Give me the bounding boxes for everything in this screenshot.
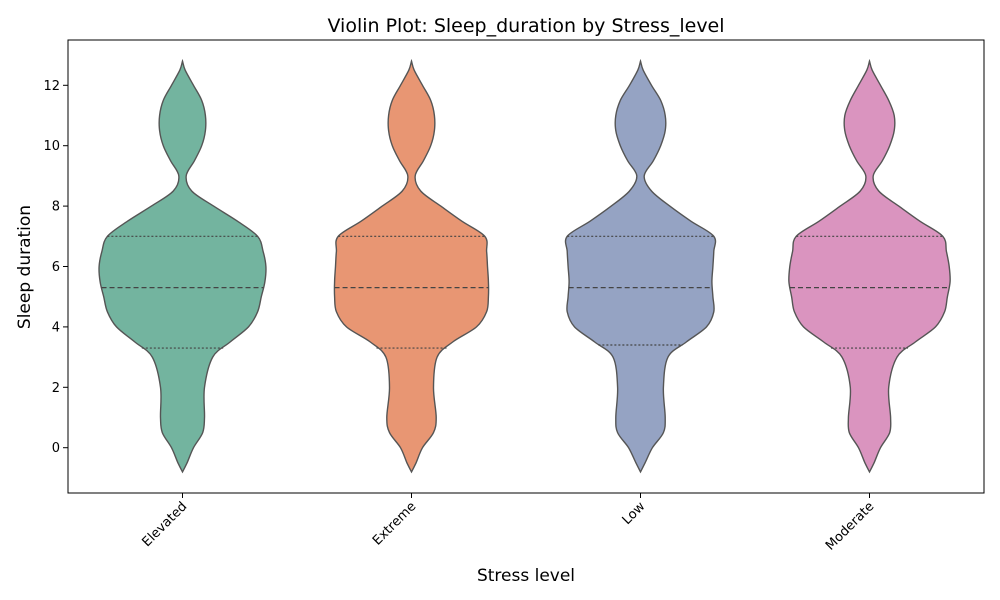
y-tick-label: 2: [52, 381, 60, 396]
y-tick-label: 10: [43, 139, 60, 154]
y-tick-label: 8: [52, 200, 60, 215]
y-axis: 0 2 4 6 8 10 12: [43, 79, 68, 456]
violin-elevated: [98, 58, 267, 474]
y-axis-label: Sleep duration: [15, 205, 35, 329]
violin-extreme: [333, 58, 490, 474]
y-tick-label: 4: [52, 320, 60, 335]
x-axis-label: Stress level: [477, 566, 575, 586]
x-tick-label: Extreme: [370, 499, 419, 548]
y-tick-label: 12: [43, 79, 60, 94]
x-tick-label: Moderate: [823, 499, 877, 553]
x-axis: Elevated Extreme Low Moderate: [140, 493, 877, 554]
chart-title: Violin Plot: Sleep_duration by Stress_le…: [327, 15, 724, 37]
y-tick-label: 6: [52, 260, 60, 275]
violin-low: [564, 58, 717, 474]
violin-moderate: [788, 58, 951, 474]
plot-area: [98, 58, 951, 474]
x-tick-label: Elevated: [140, 499, 191, 550]
x-tick-label: Low: [620, 499, 649, 528]
y-tick-label: 0: [52, 441, 60, 456]
